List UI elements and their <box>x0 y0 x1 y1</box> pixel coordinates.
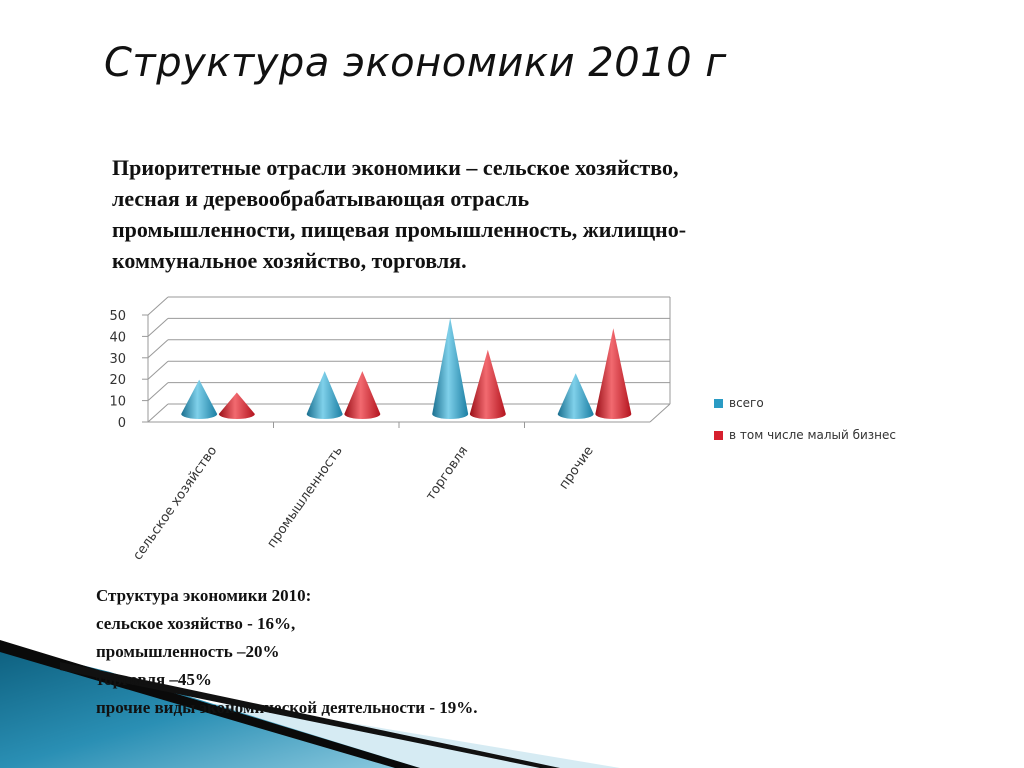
cone-bar-total <box>306 371 343 419</box>
intro-line: промышленности, пищевая промышленность, … <box>112 217 687 242</box>
summary-line: прочие виды экономической деятельности -… <box>96 698 478 717</box>
intro-line: лесная и деревообрабатывающая отрасль <box>112 186 530 211</box>
legend-swatch-red <box>714 430 723 440</box>
grid-diagonal <box>147 318 169 337</box>
summary-block: Структура экономики 2010: сельское хозяй… <box>96 582 478 722</box>
cone-bar-small-business <box>344 371 381 419</box>
y-tick-label: 10 <box>109 395 126 410</box>
grid-diagonal <box>147 403 169 423</box>
y-tick-label: 40 <box>109 330 126 345</box>
legend-swatch-blue <box>714 398 723 408</box>
y-tick-label: 20 <box>109 373 126 388</box>
legend-label: в том числе малый бизнес <box>729 428 897 442</box>
grid-diagonal <box>147 360 169 380</box>
intro-paragraph: Приоритетные отрасли экономики – сельско… <box>112 152 872 276</box>
legend-label: всего <box>729 396 764 410</box>
summary-line: сельское хозяйство - 16%, <box>96 614 296 633</box>
y-tick-label: 0 <box>118 416 126 431</box>
grid-diagonal <box>147 339 169 359</box>
y-tick-label: 50 <box>109 309 126 324</box>
intro-line: коммунальное хозяйство, торговля. <box>112 248 467 273</box>
slide-title: Структура экономики 2010 г <box>104 40 727 86</box>
legend-item-vsego: всего <box>714 396 764 410</box>
cone-bar-total <box>181 379 218 419</box>
x-tick-label: торговля <box>423 444 471 504</box>
x-tick-label: сельское хозяйство <box>130 444 220 564</box>
swoosh-dark-band-2 <box>60 662 560 768</box>
summary-line: торговля –45% <box>96 670 212 689</box>
y-tick-label: 30 <box>109 352 126 367</box>
cone-bar-small-business <box>595 328 632 419</box>
intro-line: Приоритетные отрасли экономики – сельско… <box>112 155 679 180</box>
x-tick-label: прочие <box>556 444 596 493</box>
grid-diagonal <box>147 382 169 401</box>
cone-bar-small-business <box>218 392 255 419</box>
grid-diagonal <box>147 296 169 316</box>
summary-line: Структура экономики 2010: <box>96 586 312 605</box>
legend-item-small-business: в том числе малый бизнес <box>714 428 896 442</box>
cone-bar-small-business <box>469 349 506 419</box>
floor-edge <box>649 403 671 423</box>
cone-bar-total <box>557 373 594 419</box>
x-tick-label: промышленность <box>264 444 345 551</box>
cone-bar-total <box>432 317 469 419</box>
summary-line: промышленность –20% <box>96 642 280 661</box>
cone-chart: 0 10 20 30 40 50 сельское хозяйство промышленно… <box>109 296 671 564</box>
